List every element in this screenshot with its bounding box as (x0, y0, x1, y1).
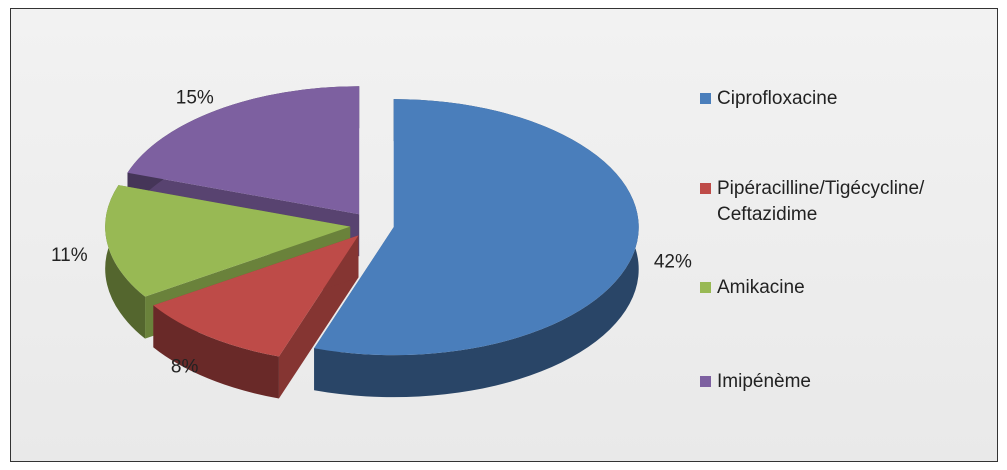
slice (105, 185, 351, 297)
legend-item: Pipéracilline/Tigécycline/ Ceftazidime (700, 176, 980, 228)
slice (127, 86, 360, 215)
legend-item: Amikacine (700, 275, 980, 301)
legend-item: Imipénème (700, 369, 980, 395)
data-label: 8% (171, 357, 199, 378)
legend-label: Pipéracilline/Tigécycline/ Ceftazidime (717, 178, 925, 225)
data-label: 11% (51, 245, 88, 266)
data-label: 15% (176, 87, 214, 108)
legend-swatch (700, 183, 711, 194)
slice (153, 235, 359, 357)
legend-swatch (700, 282, 711, 293)
legend-swatch (700, 376, 711, 387)
legend-swatch (700, 93, 711, 104)
legend-label: Amikacine (717, 277, 805, 298)
legend-label: Ciprofloxacine (717, 88, 838, 109)
legend-label: Imipénème (717, 371, 811, 392)
slice-side (153, 305, 279, 399)
data-label: 42% (654, 252, 692, 273)
slice (314, 99, 639, 356)
legend-item: Ciprofloxacine (700, 86, 980, 112)
